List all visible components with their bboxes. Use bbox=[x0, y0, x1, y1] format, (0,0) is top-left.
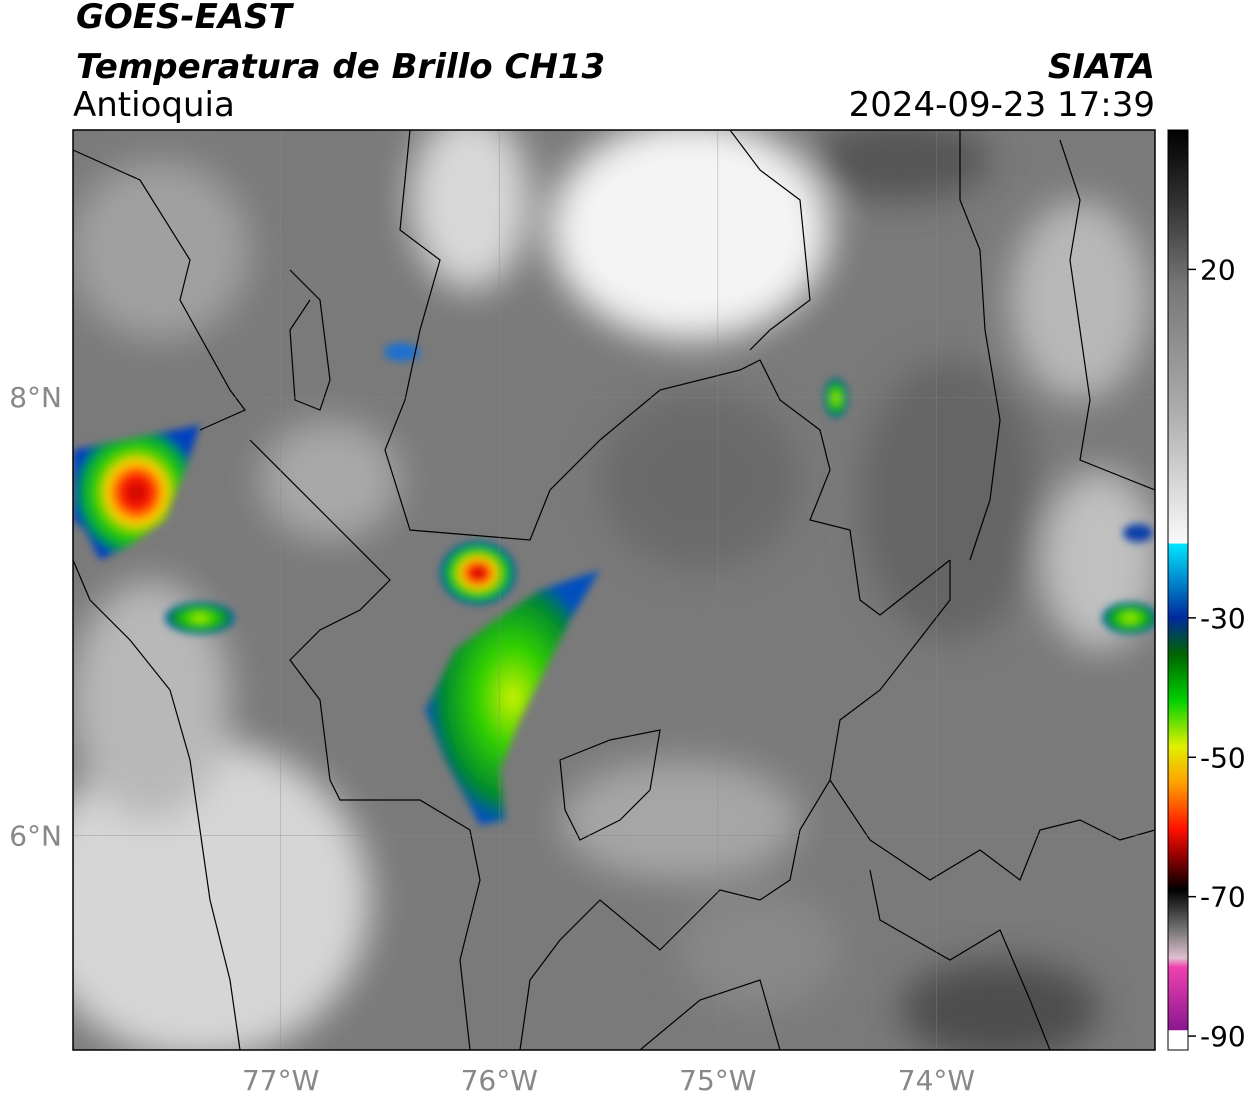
graticule: 77°W 76°W 75°W 74°W 6°N 8°N bbox=[9, 130, 1155, 1097]
colorbar-tick-label: -90 bbox=[1200, 1020, 1246, 1053]
colorbar-tick-label: 20 bbox=[1200, 253, 1236, 286]
subtitle: Temperatura de Brillo CH13 bbox=[76, 47, 605, 87]
satellite-image bbox=[73, 130, 1155, 1050]
x-tick-label: 77°W bbox=[242, 1064, 319, 1097]
x-tick-label: 75°W bbox=[679, 1064, 756, 1097]
colorbar-ticks: 20 -30 -50 -70 -90 bbox=[1188, 253, 1246, 1053]
y-tick-label: 6°N bbox=[9, 819, 62, 852]
source: SIATA bbox=[1048, 47, 1155, 87]
x-tick-label: 74°W bbox=[898, 1064, 975, 1097]
y-tick-label: 8°N bbox=[9, 381, 62, 414]
colorbar-tick-label: -70 bbox=[1200, 881, 1246, 914]
region: Antioquia bbox=[73, 85, 235, 125]
colorbar-tick-label: -50 bbox=[1200, 741, 1246, 774]
title: GOES-EAST bbox=[76, 0, 295, 37]
timestamp: 2024-09-23 17:39 bbox=[849, 85, 1155, 125]
map-frame bbox=[72, 129, 1156, 1051]
colorbar bbox=[1167, 129, 1189, 1051]
x-tick-label: 76°W bbox=[461, 1064, 538, 1097]
colorbar-tick-label: -30 bbox=[1200, 602, 1246, 635]
